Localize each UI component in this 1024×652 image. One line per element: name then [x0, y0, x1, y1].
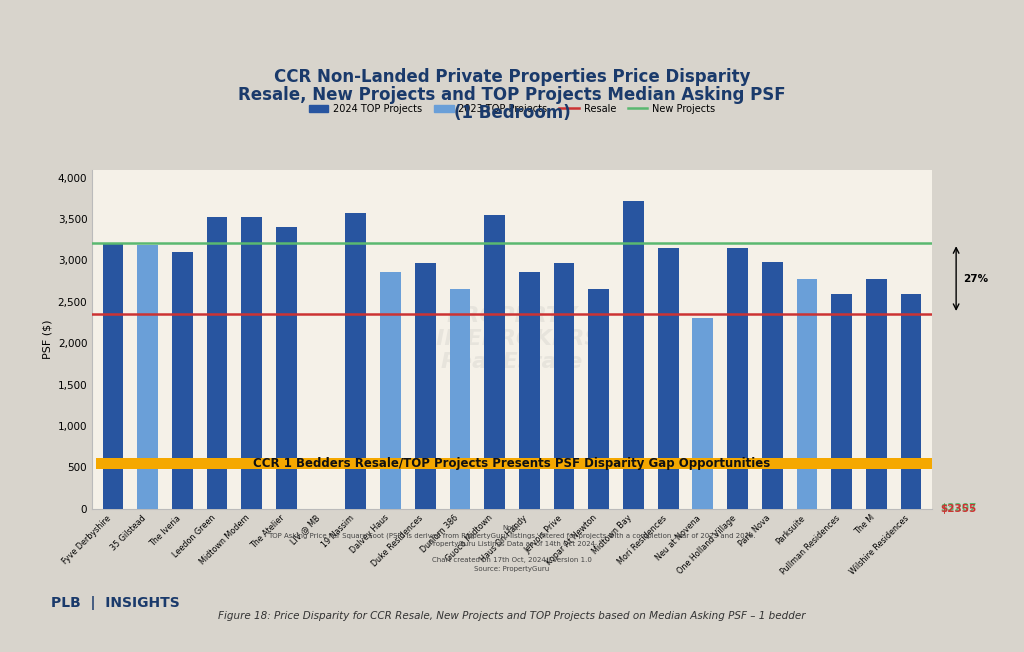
Bar	[242, 216, 262, 509]
Bar	[380, 272, 401, 509]
Text: $2355: $2355	[940, 503, 977, 514]
Text: CCR 1 Bedders Resale/TOP Projects Presents PSF Disparity Gap Opportunities: CCR 1 Bedders Resale/TOP Projects Presen…	[253, 457, 771, 470]
Bar	[484, 215, 505, 509]
Bar	[207, 216, 227, 509]
Legend: 2024 TOP Projects, 2023 TOP Projects, Resale, New Projects: 2024 TOP Projects, 2023 TOP Projects, Re…	[305, 100, 719, 117]
Bar	[450, 289, 470, 509]
Bar	[172, 252, 193, 509]
Bar	[137, 244, 158, 509]
Bar	[692, 318, 714, 509]
Bar	[797, 278, 817, 509]
Bar	[345, 213, 367, 509]
Bar	[866, 278, 887, 509]
Text: $3207: $3207	[940, 503, 977, 514]
Bar	[589, 289, 609, 509]
Bar	[276, 228, 297, 509]
Text: Note:
TOP Asking Price Per Square Foot (PSF) is derived from PropertyGuru listin: Note: TOP Asking Price Per Square Foot (…	[268, 525, 756, 572]
Bar	[727, 248, 748, 509]
Text: PLB  |  INSIGHTS: PLB | INSIGHTS	[51, 596, 180, 610]
Bar	[657, 248, 679, 509]
Text: Resale, New Projects and TOP Projects Median Asking PSF: Resale, New Projects and TOP Projects Me…	[239, 86, 785, 104]
Bar	[831, 293, 852, 509]
Bar	[762, 262, 782, 509]
Bar	[901, 293, 922, 509]
Text: CCR Non-Landed Private Properties Price Disparity: CCR Non-Landed Private Properties Price …	[273, 68, 751, 87]
Y-axis label: PSF ($): PSF ($)	[42, 319, 52, 359]
Text: PROPERTY
LIMEBROKERS
Real Estate: PROPERTY LIMEBROKERS Real Estate	[423, 306, 601, 372]
Bar	[623, 201, 644, 509]
Bar	[415, 263, 435, 509]
Text: 27%: 27%	[963, 274, 988, 284]
Bar	[102, 244, 123, 509]
Bar	[554, 263, 574, 509]
Bar	[519, 272, 540, 509]
Text: (1 Bedroom): (1 Bedroom)	[454, 104, 570, 122]
Text: Figure 18: Price Disparity for CCR Resale, New Projects and TOP Projects based o: Figure 18: Price Disparity for CCR Resal…	[218, 611, 806, 621]
Bar	[95, 458, 935, 469]
